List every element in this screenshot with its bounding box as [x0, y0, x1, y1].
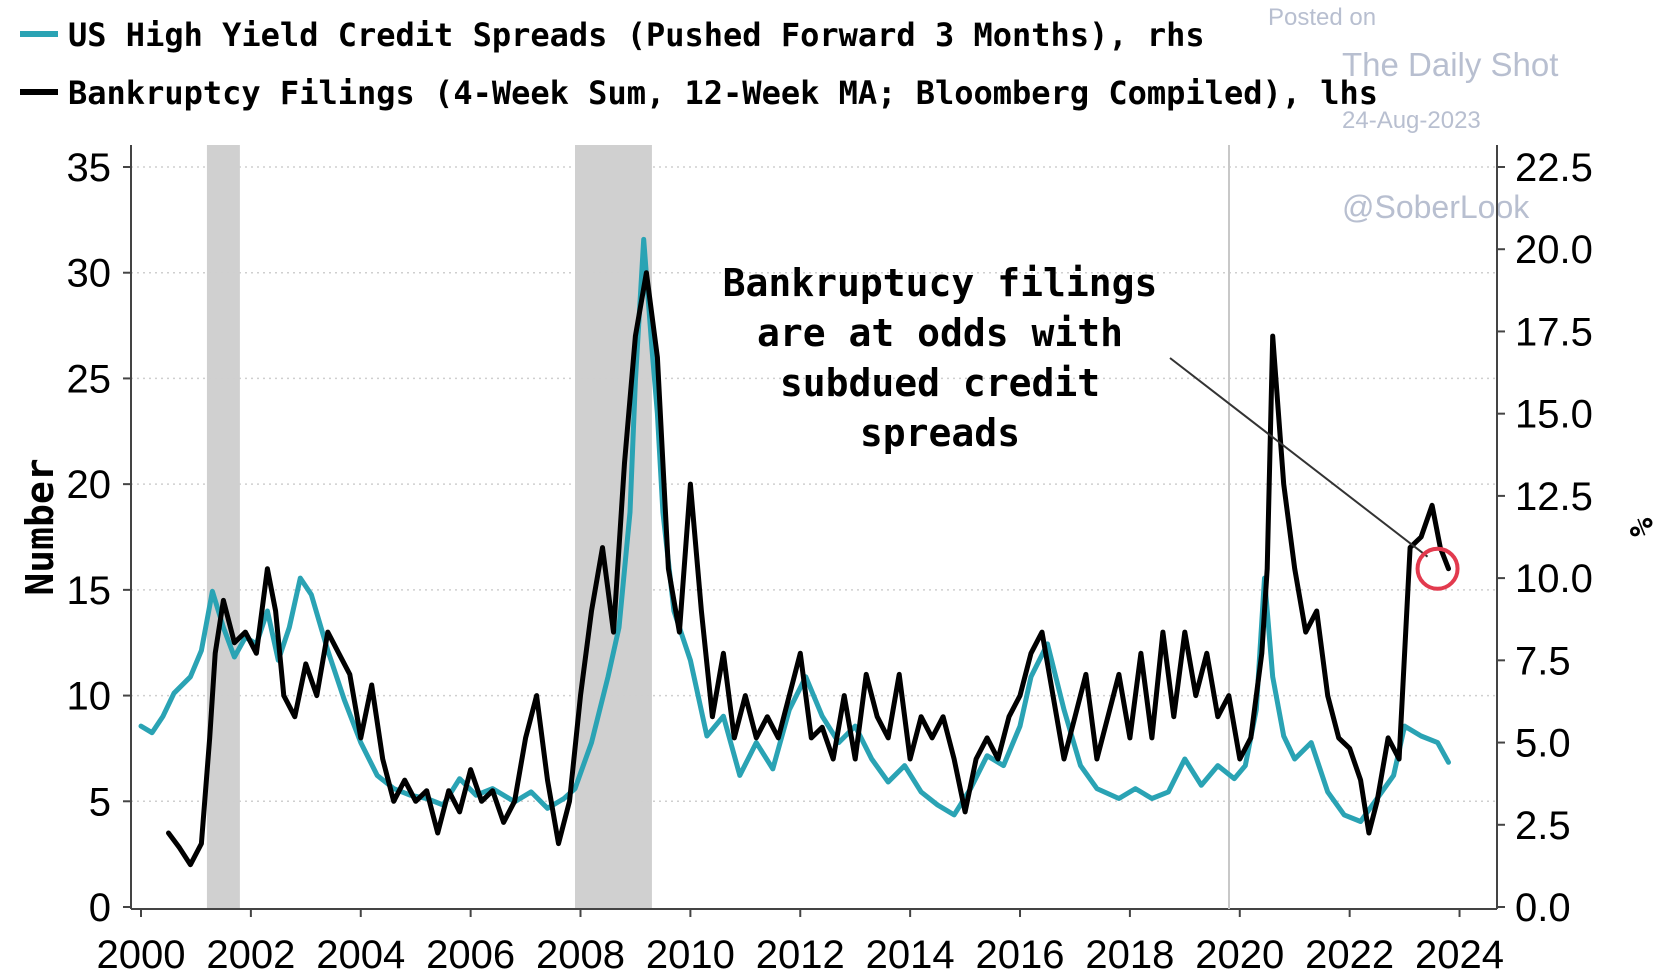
- left-axis-title: Number: [18, 458, 62, 595]
- x-tick-label-2016: 2016: [976, 933, 1065, 977]
- annotation-line-3: subdued credit: [780, 361, 1100, 405]
- x-tick-label-2010: 2010: [646, 933, 735, 977]
- right-tick-label-10: 10.0: [1515, 557, 1593, 601]
- x-tick-label-2008: 2008: [536, 933, 625, 977]
- x-tick-label-2004: 2004: [316, 933, 405, 977]
- x-tick-label-2002: 2002: [206, 933, 295, 977]
- watermark: Posted on The Daily Shot 24-Aug-2023 @So…: [1268, 4, 1558, 225]
- legend: US High Yield Credit Spreads (Pushed For…: [20, 16, 1378, 112]
- left-tick-label-5: 5: [89, 780, 111, 824]
- watermark-posted: Posted on: [1268, 4, 1376, 31]
- plot-area: Bankruptucy filings are at odds with subdu…: [67, 145, 1593, 977]
- annotation-line-4: spreads: [860, 411, 1020, 455]
- watermark-date: 24-Aug-2023: [1342, 107, 1481, 134]
- x-tick-label-2014: 2014: [866, 933, 955, 977]
- left-tick-label-15: 15: [67, 569, 112, 613]
- legend-label-bankruptcy: Bankruptcy Filings (4-Week Sum, 12-Week …: [68, 74, 1378, 112]
- right-axis-title: %: [1622, 517, 1659, 537]
- x-tick-label-2006: 2006: [426, 933, 515, 977]
- watermark-handle: @SoberLook: [1342, 189, 1530, 225]
- right-tick-label-15: 15.0: [1515, 393, 1593, 437]
- right-tick-label-5: 5.0: [1515, 722, 1571, 766]
- right-tick-label-0: 0.0: [1515, 886, 1571, 930]
- bankruptcy-line: [166, 270, 1451, 868]
- recession-band-1: [206, 145, 240, 909]
- annotation-line-1: Bankruptucy filings: [723, 261, 1158, 305]
- x-tick-label-2018: 2018: [1085, 933, 1174, 977]
- left-tick-label-0: 0: [89, 886, 111, 930]
- annotation-arrow: [1169, 357, 1429, 558]
- annotation-line-2: are at odds with: [757, 311, 1123, 355]
- x-tick-label-2020: 2020: [1195, 933, 1284, 977]
- right-tick-label-7.5: 7.5: [1515, 639, 1571, 683]
- right-tick-label-17.5: 17.5: [1515, 310, 1593, 354]
- x-tick-label-2022: 2022: [1305, 933, 1394, 977]
- x-tick-label-2024: 2024: [1415, 933, 1504, 977]
- watermark-source: The Daily Shot: [1342, 46, 1558, 83]
- right-tick-label-20: 20.0: [1515, 228, 1593, 272]
- right-tick-label-2.5: 2.5: [1515, 804, 1571, 848]
- spreads-line: [138, 236, 1451, 824]
- left-tick-label-25: 25: [67, 357, 112, 401]
- left-tick-label-20: 20: [67, 463, 112, 507]
- left-tick-label-10: 10: [67, 675, 112, 719]
- left-tick-label-35: 35: [67, 146, 112, 190]
- x-tick-label-2012: 2012: [756, 933, 845, 977]
- x-tick-label-2000: 2000: [97, 933, 186, 977]
- legend-label-spreads: US High Yield Credit Spreads (Pushed For…: [68, 16, 1205, 54]
- right-tick-label-12.5: 12.5: [1515, 475, 1593, 519]
- highlight-circle: [1415, 546, 1460, 591]
- right-tick-label-22.5: 22.5: [1515, 146, 1593, 190]
- left-tick-label-30: 30: [67, 252, 112, 296]
